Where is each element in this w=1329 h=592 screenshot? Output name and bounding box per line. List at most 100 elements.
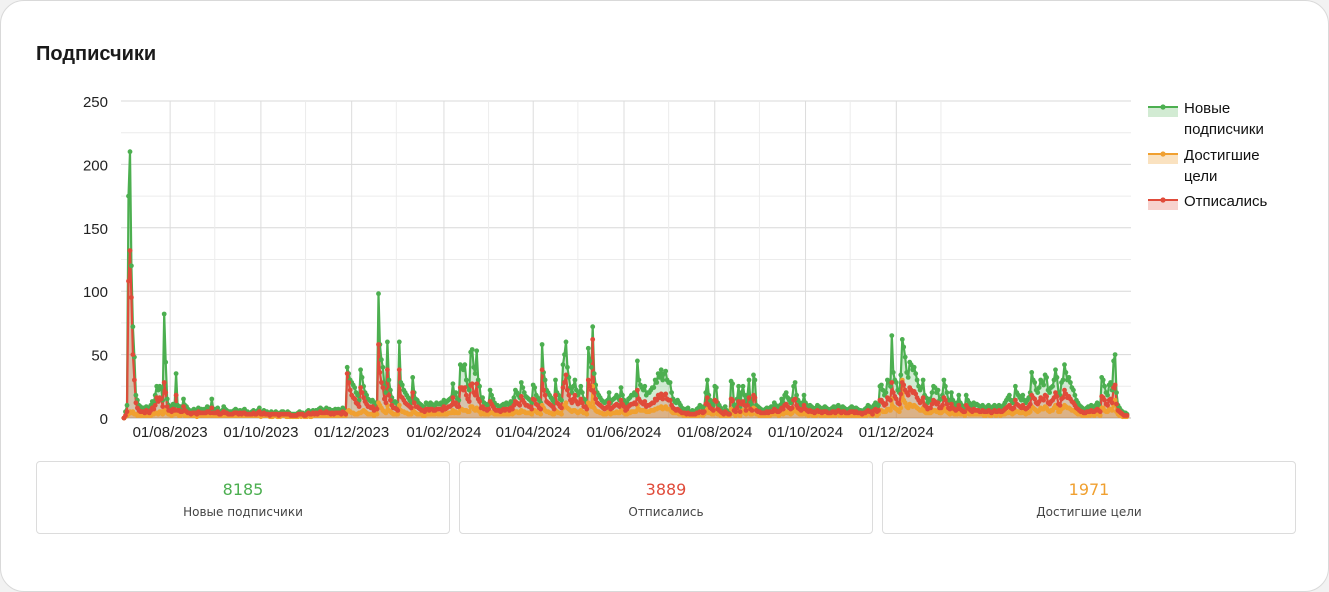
data-point xyxy=(396,339,402,345)
data-point xyxy=(642,399,648,404)
data-point xyxy=(388,397,393,403)
data-point xyxy=(913,371,919,376)
data-point xyxy=(590,324,596,330)
data-point xyxy=(606,390,612,395)
data-point xyxy=(642,383,648,389)
data-point xyxy=(160,404,166,409)
legend-swatch xyxy=(1148,107,1178,117)
data-point xyxy=(521,390,527,395)
data-point xyxy=(1044,375,1049,380)
x-tick-label: 01/08/2023 xyxy=(133,424,208,441)
data-point xyxy=(396,367,402,373)
data-point xyxy=(737,413,743,418)
data-point xyxy=(469,347,475,352)
data-point xyxy=(124,402,130,408)
data-point xyxy=(779,396,785,402)
data-point xyxy=(386,392,392,398)
data-point xyxy=(1072,392,1078,398)
data-point xyxy=(1027,401,1033,407)
x-tick-label: 01/12/2024 xyxy=(859,424,934,441)
data-point xyxy=(962,409,968,415)
data-point xyxy=(1097,409,1103,415)
data-point xyxy=(584,411,590,417)
data-point xyxy=(1054,375,1060,380)
data-point xyxy=(361,395,366,401)
stat-label: Достигшие цели xyxy=(1036,505,1142,519)
data-point xyxy=(667,380,673,385)
data-point xyxy=(943,397,948,403)
data-point xyxy=(571,383,576,389)
data-point xyxy=(752,377,758,383)
data-point xyxy=(477,399,482,404)
data-point xyxy=(359,390,365,395)
data-point xyxy=(453,400,459,406)
data-point xyxy=(896,409,902,415)
data-point xyxy=(1036,385,1042,390)
data-point xyxy=(489,392,494,398)
data-point xyxy=(358,367,363,373)
data-point xyxy=(1044,394,1049,399)
data-point xyxy=(920,395,926,401)
data-point xyxy=(889,333,895,338)
data-point xyxy=(660,396,666,402)
data-point xyxy=(510,406,515,412)
data-point xyxy=(380,385,386,390)
data-point xyxy=(343,411,349,417)
data-point xyxy=(529,406,535,412)
data-point xyxy=(1062,362,1067,368)
data-point xyxy=(749,408,755,413)
data-point xyxy=(913,391,919,397)
x-tick-label: 01/02/2024 xyxy=(406,424,481,441)
data-point xyxy=(579,400,585,406)
data-point xyxy=(584,406,590,412)
data-point xyxy=(518,380,524,385)
data-point xyxy=(898,372,904,378)
data-point xyxy=(462,362,468,368)
data-point xyxy=(905,375,911,380)
data-point xyxy=(919,399,924,404)
data-point xyxy=(746,377,752,383)
data-point xyxy=(1068,380,1073,385)
data-point xyxy=(876,402,881,408)
data-point xyxy=(1112,352,1118,357)
data-point xyxy=(1029,370,1035,375)
data-point xyxy=(553,377,558,383)
data-point xyxy=(466,387,472,393)
data-point xyxy=(1105,392,1110,398)
data-point xyxy=(257,405,262,411)
data-point xyxy=(949,401,954,407)
data-point xyxy=(462,385,468,390)
chart-points xyxy=(121,149,1130,421)
data-point xyxy=(1013,383,1018,389)
legend-swatch-dot xyxy=(1160,104,1166,110)
data-point xyxy=(893,396,899,402)
y-tick-label: 250 xyxy=(83,94,108,111)
data-point xyxy=(532,397,538,403)
data-point xyxy=(606,400,612,406)
data-point xyxy=(876,408,881,413)
data-point xyxy=(518,394,524,399)
data-point xyxy=(1071,387,1076,393)
data-point xyxy=(1109,400,1115,406)
x-tick-label: 01/12/2023 xyxy=(314,424,389,441)
legend-label: Достигшие xyxy=(1184,147,1260,164)
data-point xyxy=(745,402,750,408)
data-point xyxy=(410,390,416,395)
data-point xyxy=(487,387,493,393)
data-point xyxy=(1100,377,1106,383)
data-point xyxy=(883,401,889,407)
data-point xyxy=(890,370,896,375)
data-point xyxy=(710,411,716,417)
data-point xyxy=(559,397,564,403)
data-point xyxy=(889,380,895,385)
data-point xyxy=(1020,392,1026,398)
data-point xyxy=(578,396,584,402)
data-point xyxy=(1057,402,1063,408)
data-point xyxy=(888,383,893,389)
data-point xyxy=(935,400,941,406)
data-point xyxy=(801,402,807,408)
data-point xyxy=(374,411,380,417)
data-point xyxy=(591,371,597,376)
data-point xyxy=(789,405,795,411)
data-point xyxy=(1108,396,1113,402)
